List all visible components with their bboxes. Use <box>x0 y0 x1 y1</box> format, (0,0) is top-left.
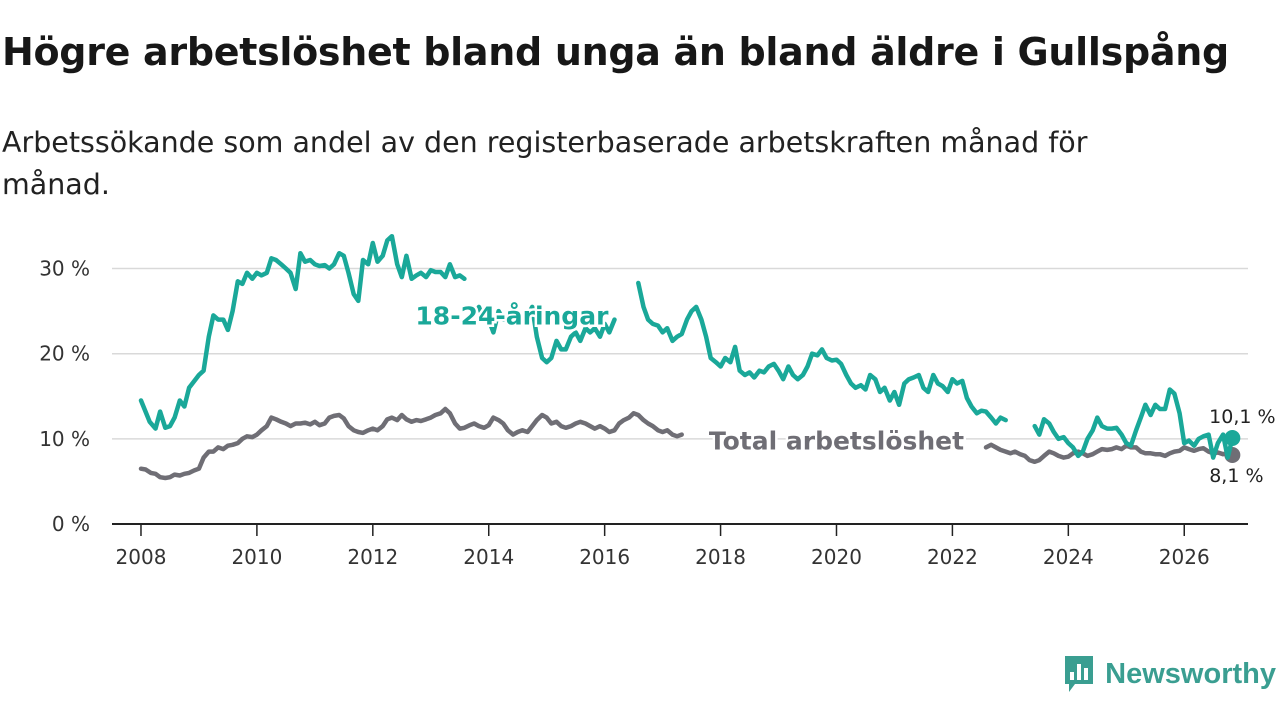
x-tick-label: 2014 <box>463 545 514 569</box>
x-tick-label: 2022 <box>927 545 978 569</box>
y-tick-label: 10 % <box>39 427 90 451</box>
x-tick-label: 2016 <box>579 545 630 569</box>
series-label: 18-24-åringar <box>415 301 609 330</box>
x-tick-label: 2008 <box>116 545 167 569</box>
total-series-line <box>138 406 1235 481</box>
series-lines <box>138 233 1241 481</box>
series-label: Total arbetslöshet <box>709 427 964 456</box>
y-axis-ticks: 0 % 10 % 20 % 30 % <box>39 257 90 536</box>
y-tick-label: 20 % <box>39 342 90 366</box>
x-tick-label: 2026 <box>1159 545 1210 569</box>
youth-series-line <box>138 233 1235 460</box>
x-tick-label: 2024 <box>1043 545 1094 569</box>
gridlines <box>112 267 1248 440</box>
page-title: Högre arbetslöshet bland unga än bland ä… <box>2 30 1229 74</box>
total-end-label: 8,1 % <box>1209 465 1263 487</box>
y-tick-label: 30 % <box>39 257 90 281</box>
x-tick-label: 2020 <box>811 545 862 569</box>
chart-subtitle: Arbetssökande som andel av den registerb… <box>2 126 1088 201</box>
x-axis-ticks: 2008 2010 2012 2014 2016 2018 2020 2022 2024 2026 <box>116 524 1210 569</box>
x-tick-label: 2012 <box>347 545 398 569</box>
series-labels: 18-24-åringar Total arbetslöshet 10,1 % 8,1… <box>413 299 1276 487</box>
x-tick-label: 2010 <box>231 545 282 569</box>
brand-name: Newsworthy <box>1105 657 1276 690</box>
newsworthy-logo-icon <box>1065 656 1094 692</box>
series-end-dot <box>1224 429 1241 446</box>
youth-end-label: 10,1 % <box>1209 406 1275 428</box>
y-tick-label: 0 % <box>52 512 90 536</box>
newsworthy-brand[interactable]: Newsworthy <box>1063 654 1276 694</box>
x-tick-label: 2018 <box>695 545 746 569</box>
